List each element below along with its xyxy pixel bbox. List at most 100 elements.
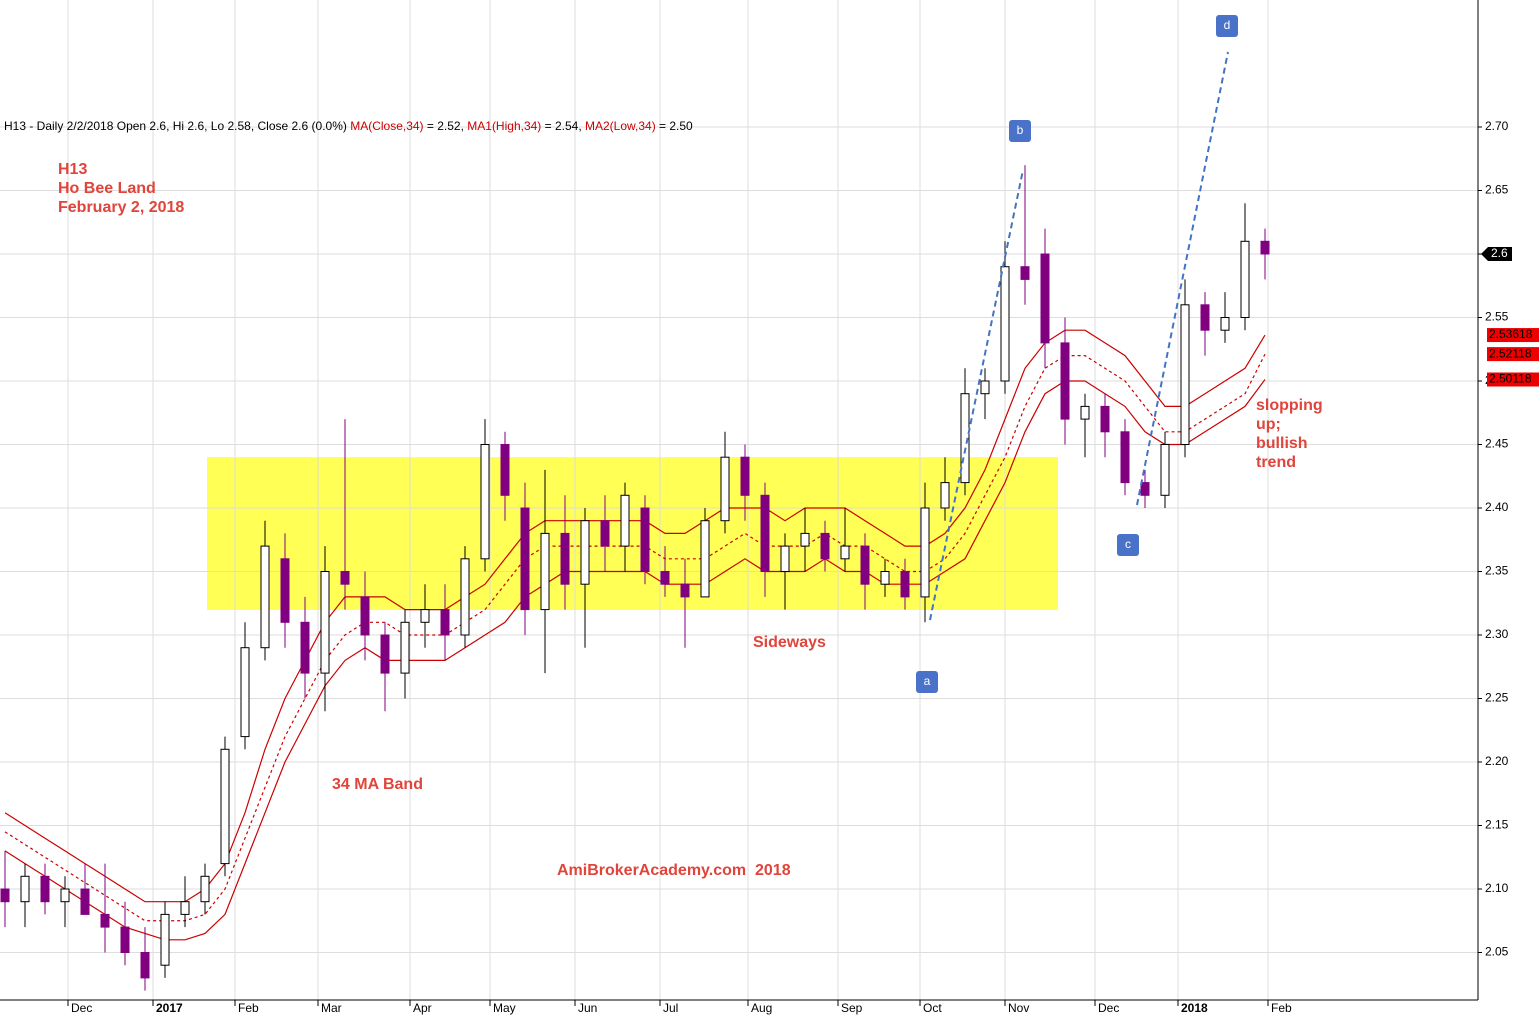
last-value-box <box>1487 372 1539 387</box>
candle-body <box>140 952 150 979</box>
candle-body <box>440 609 450 636</box>
candle-body <box>220 748 230 865</box>
candle-body <box>620 494 630 547</box>
annotation: trend <box>1256 454 1296 471</box>
sideways-band <box>207 457 1058 610</box>
candle-body <box>160 913 170 966</box>
y-tick-label: 2.30 <box>1485 627 1509 641</box>
candle-body <box>1060 342 1070 420</box>
y-tick-label: 2.70 <box>1485 119 1509 133</box>
candle-body <box>840 545 850 560</box>
point-label: a <box>924 674 931 688</box>
y-tick-label: 2.65 <box>1485 183 1509 197</box>
candle-body <box>40 875 50 903</box>
candle-body <box>120 926 130 953</box>
point-box <box>1216 15 1238 37</box>
x-tick-label: 2017 <box>156 1001 183 1015</box>
trend-line <box>1136 51 1229 506</box>
candle-body <box>1180 304 1190 445</box>
candle-body <box>80 888 90 915</box>
trend-line <box>929 169 1024 621</box>
candle-body <box>100 913 110 928</box>
candle-body <box>900 571 910 598</box>
ma-line <box>4 379 1266 941</box>
candle-body <box>540 532 550 611</box>
header-part: = 2.52, <box>424 119 468 133</box>
title-line: H13 <box>58 161 87 178</box>
x-tick-label: Jun <box>578 1001 597 1015</box>
x-tick-label: Feb <box>238 1001 259 1015</box>
candle-body <box>700 520 710 598</box>
header-part: MA(Close,34) <box>350 119 423 133</box>
header-part: MA1(High,34) <box>467 119 541 133</box>
candle-body <box>280 558 290 623</box>
candle-body <box>940 482 950 509</box>
annotation: 34 MA Band <box>332 776 423 793</box>
watermark: AmiBrokerAcademy.com 2018 <box>557 862 791 879</box>
point-box <box>1009 120 1031 142</box>
candle-body <box>420 609 430 623</box>
candle-body <box>0 888 10 903</box>
candle-body <box>400 621 410 674</box>
header-part: = 2.54, <box>541 119 585 133</box>
candle-body <box>1260 240 1270 255</box>
x-tick-label: Nov <box>1008 1001 1029 1015</box>
candle-body <box>500 444 510 496</box>
x-tick-label: 2018 <box>1181 1001 1208 1015</box>
candle-body <box>240 647 250 738</box>
ma-line <box>4 329 1266 903</box>
candle-body <box>300 621 310 674</box>
y-tick-label: 2.15 <box>1485 818 1509 832</box>
last-value-box <box>1487 328 1539 343</box>
x-tick-label: Feb <box>1271 1001 1292 1015</box>
annotation: bullish <box>1256 435 1308 452</box>
last-value-label: 2.52118 <box>1489 346 1532 360</box>
candle-body <box>880 571 890 585</box>
ma-line <box>4 353 1266 922</box>
candle-body <box>360 596 370 636</box>
last-value-box <box>1487 347 1539 362</box>
last-value-label: 2.53618 <box>1489 327 1533 341</box>
x-tick-label: Dec <box>71 1001 92 1015</box>
y-tick-label: 2.05 <box>1485 945 1509 959</box>
candle-body <box>640 507 650 572</box>
header-part: = 2.50 <box>656 119 693 133</box>
candle-body <box>800 532 810 547</box>
candle-body <box>1020 266 1030 280</box>
last-value-label: 2.50118 <box>1489 372 1532 386</box>
point-label: c <box>1125 537 1131 551</box>
candle-body <box>1240 240 1250 318</box>
annotation: Sideways <box>753 634 826 651</box>
candle-body <box>820 532 830 560</box>
y-tick-label: 2.40 <box>1485 500 1509 514</box>
annotation: up; <box>1256 416 1281 433</box>
candle-body <box>340 571 350 585</box>
x-tick-label: Jul <box>663 1001 678 1015</box>
candle-body <box>180 901 190 915</box>
candle-body <box>780 545 790 572</box>
candle-body <box>1220 317 1230 331</box>
candle-body <box>200 875 210 903</box>
y-tick-label: 2.25 <box>1485 691 1509 705</box>
candle-body <box>920 507 930 598</box>
marks <box>0 165 1270 991</box>
candle-body <box>760 494 770 572</box>
y-tick-label: 2.55 <box>1485 310 1509 324</box>
candle-body <box>20 875 30 903</box>
header-part: MA2(Low,34) <box>585 119 656 133</box>
candle-body <box>680 583 690 598</box>
candle-body <box>960 393 970 484</box>
title-line: Ho Bee Land <box>58 180 156 197</box>
candle-body <box>460 558 470 636</box>
close-marker <box>1481 247 1512 261</box>
y-tick-label: 2.45 <box>1485 437 1509 451</box>
candle-body <box>520 507 530 611</box>
x-tick-label: Oct <box>923 1001 942 1015</box>
x-tick-label: Sep <box>841 1001 863 1015</box>
point-box <box>916 671 938 693</box>
close-label: 2.6 <box>1491 246 1508 260</box>
x-tick-label: Dec <box>1098 1001 1119 1015</box>
candle-body <box>260 545 270 649</box>
candle-body <box>980 380 990 395</box>
point-label: d <box>1224 18 1231 32</box>
